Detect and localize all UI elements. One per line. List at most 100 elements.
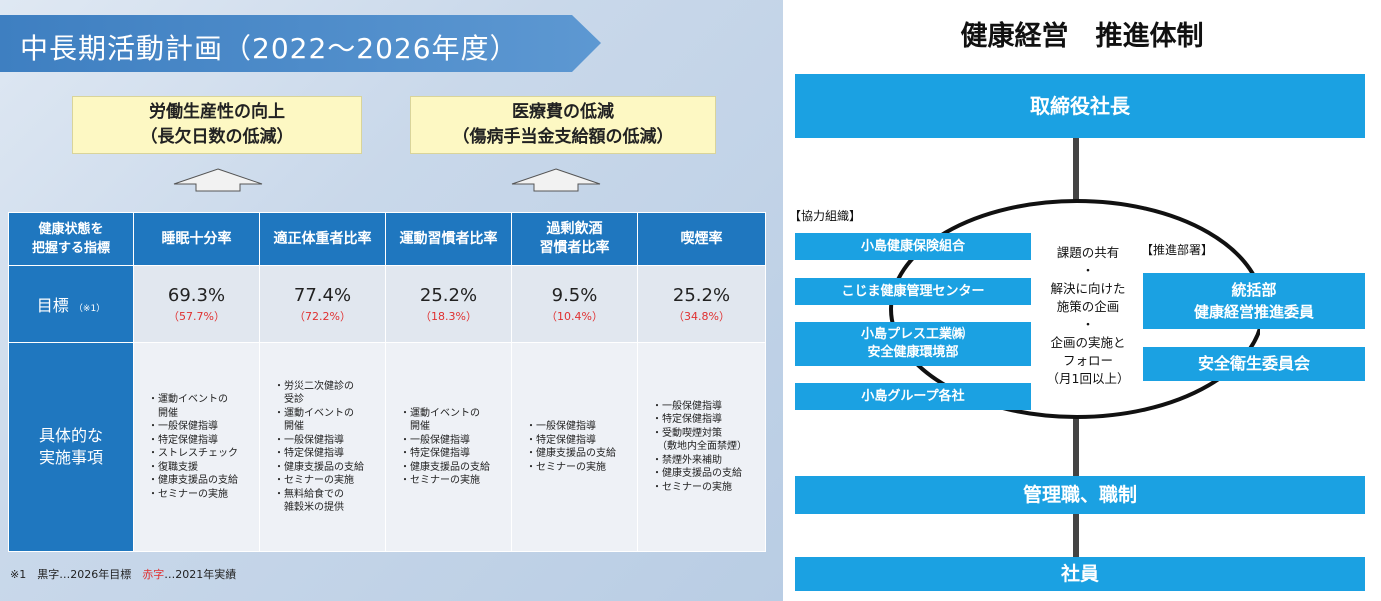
staff-box: 社員 (795, 557, 1365, 591)
org-health-center: こじま健康管理センター (795, 278, 1031, 305)
process-line: 企画の実施と (1050, 335, 1126, 350)
actual-value: （18.3%） (420, 309, 477, 323)
org-group-companies: 小島グループ各社 (795, 383, 1031, 410)
detail-item: ・無料給食での (274, 488, 344, 500)
process-line: フォロー (1062, 353, 1113, 368)
promo-label: 【推進部署】 (1141, 243, 1214, 257)
detail-list: ・労災二次健診の 受診 ・運動イベントの 開催 ・一般保健指導 ・特定保健指導 ・健康支… (260, 380, 385, 515)
detail-item: ・一般保健指導 (652, 400, 722, 412)
header-line: 運動習慣者比率 (399, 230, 498, 247)
header-line: 健康状態を (38, 222, 104, 237)
detail-item: 受診 (274, 394, 304, 405)
detail-item: ・運動イベントの (274, 407, 354, 419)
goal-title: 医療費の低減 (512, 102, 614, 122)
detail-item: ・一般保健指導 (526, 421, 596, 432)
detail-item: ・特定保健指導 (526, 434, 596, 446)
process-line: ・ (1081, 263, 1095, 278)
column-header-weight: 適正体重者比率 (259, 212, 386, 266)
promo-line: 健康経営推進委員 (1193, 303, 1314, 321)
detail-item: ・セミナーの実施 (148, 488, 228, 500)
detail-row-label: 具体的な 実施事項 (8, 342, 134, 552)
column-header-smoking: 喫煙率 (637, 212, 766, 266)
detail-item: 開催 (148, 407, 178, 419)
detail-item: （敷地内全面禁煙） (652, 441, 747, 453)
table-header-row: 健康状態を 把握する指標 睡眠十分率 適正体重者比率 運動習慣者比率 過剰飲酒 … (8, 212, 766, 266)
detail-list: ・一般保健指導 ・特定保健指導 ・受動喫煙対策 （敷地内全面禁煙） ・禁煙外来補助 ・健… (638, 400, 765, 495)
column-header-exercise: 運動習慣者比率 (385, 212, 512, 266)
activity-plan-panel: 中長期活動計画（2022～2026年度） 労働生産性の向上 （長欠日数の低減） … (0, 0, 783, 601)
detail-label-line: 具体的な (38, 426, 103, 445)
detail-cell: ・労災二次健診の 受診 ・運動イベントの 開催 ・一般保健指導 ・特定保健指導 ・健康支… (259, 342, 386, 552)
banner-arrow-shape (0, 15, 601, 72)
header-line: 喫煙率 (680, 230, 723, 247)
promotion-committee-box: 統括部 健康経営推進委員 (1143, 273, 1365, 329)
process-line: 解決に向けた (1050, 281, 1126, 296)
coop-label: 【協力組織】 (789, 209, 862, 223)
detail-item: ・運動イベントの (148, 394, 228, 405)
detail-item: ・健康支援品の支給 (400, 461, 490, 473)
column-header-drinking: 過剰飲酒 習慣者比率 (511, 212, 638, 266)
detail-cell: ・一般保健指導 ・特定保健指導 ・受動喫煙対策 （敷地内全面禁煙） ・禁煙外来補助 ・健… (637, 342, 766, 552)
detail-item: ・特定保健指導 (148, 434, 218, 446)
detail-row: 具体的な 実施事項 ・運動イベントの 開催 ・一般保健指導 ・特定保健指導 ・ストレス… (8, 342, 766, 552)
actual-value: （57.7%） (168, 309, 225, 323)
footnote: ※1 黒字…2026年目標 赤字…2021年実績 (10, 566, 236, 582)
detail-item: 開催 (400, 421, 430, 432)
detail-item: ・一般保健指導 (148, 421, 218, 432)
detail-item: ・セミナーの実施 (400, 475, 480, 486)
detail-label-line: 実施事項 (38, 448, 103, 467)
detail-list: ・運動イベントの 開催・一般保健指導 ・特定保健指導・ストレスチェック ・復職支援・… (134, 393, 259, 501)
process-line: （月1回以上） (1046, 371, 1130, 386)
footnote-prefix: ※1 黒字…2026年目標 (10, 568, 143, 581)
management-box: 管理職、職制 (795, 476, 1365, 514)
detail-item: ・一般保健指導 (400, 434, 470, 446)
header-line: 適正体重者比率 (273, 230, 372, 247)
target-value: 77.4% (293, 284, 352, 306)
header-line: 把握する指標 (31, 241, 110, 256)
health-indicator-table: 健康状態を 把握する指標 睡眠十分率 適正体重者比率 運動習慣者比率 過剰飲酒 … (8, 212, 766, 552)
target-row: 目標 （※1） 69.3% （57.7%） 77.4% （72.2%） 25.2% （… (8, 265, 766, 343)
detail-list: ・運動イベントの 開催 ・一般保健指導 ・特定保健指導 ・健康支援品の支給 ・セミナーの… (386, 407, 511, 488)
detail-item: 開催 (274, 421, 304, 432)
header-line: 睡眠十分率 (161, 230, 232, 247)
ceo-box: 取締役社長 (795, 74, 1365, 138)
up-arrow-icon (511, 168, 601, 192)
header-line: 習慣者比率 (539, 240, 610, 256)
goal-productivity: 労働生産性の向上 （長欠日数の低減） (72, 96, 362, 154)
promo-line: 統括部 (1231, 281, 1277, 299)
footnote-red: 赤字 (142, 568, 165, 581)
detail-item: ・一般保健指導 (274, 434, 344, 446)
actual-value: （34.8%） (673, 309, 730, 323)
detail-item: ・運動イベントの (400, 407, 480, 419)
plan-title: 中長期活動計画（2022～2026年度） (20, 32, 519, 65)
target-value: 9.5% (551, 284, 598, 306)
promotion-structure-title: 健康経営 推進体制 (960, 21, 1204, 52)
process-line: ・ (1081, 317, 1095, 332)
up-arrow-icon (173, 168, 263, 192)
goal-subtitle: （傷病手当金支給額の低減） (452, 127, 674, 147)
connector-line (1073, 514, 1079, 557)
footnote-suffix: …2021年実績 (164, 568, 237, 581)
target-value: 69.3% (167, 284, 226, 306)
detail-item: ・禁煙外来補助 (652, 454, 722, 466)
detail-item: 雑穀米の提供 (274, 502, 344, 513)
detail-item: ・健康支援品の支給 (526, 448, 616, 459)
detail-item: ・ストレスチェック (148, 448, 238, 459)
target-label: 目標 (36, 296, 69, 315)
target-value: 25.2% (672, 284, 731, 306)
process-line: 課題の共有 (1056, 245, 1120, 260)
column-header-sleep: 睡眠十分率 (133, 212, 260, 266)
detail-item: ・健康支援品の支給 (274, 461, 364, 473)
target-cell: 69.3% （57.7%） (133, 265, 260, 343)
process-line: 施策の企画 (1056, 299, 1120, 314)
header-line: 過剰飲酒 (546, 221, 603, 237)
target-cell: 77.4% （72.2%） (259, 265, 386, 343)
detail-item: ・復職支援 (148, 461, 198, 473)
plan-banner: 中長期活動計画（2022～2026年度） (0, 15, 601, 72)
detail-list: ・一般保健指導 ・特定保健指導・健康支援品の支給 ・セミナーの実施 (512, 420, 637, 474)
safety-committee-box: 安全衛生委員会 (1143, 347, 1365, 381)
detail-cell: ・運動イベントの 開催・一般保健指導 ・特定保健指導・ストレスチェック ・復職支援・… (133, 342, 260, 552)
target-row-label: 目標 （※1） (8, 265, 134, 343)
goal-subtitle: （長欠日数の低減） (140, 127, 294, 147)
detail-item: ・セミナーの実施 (526, 461, 606, 473)
